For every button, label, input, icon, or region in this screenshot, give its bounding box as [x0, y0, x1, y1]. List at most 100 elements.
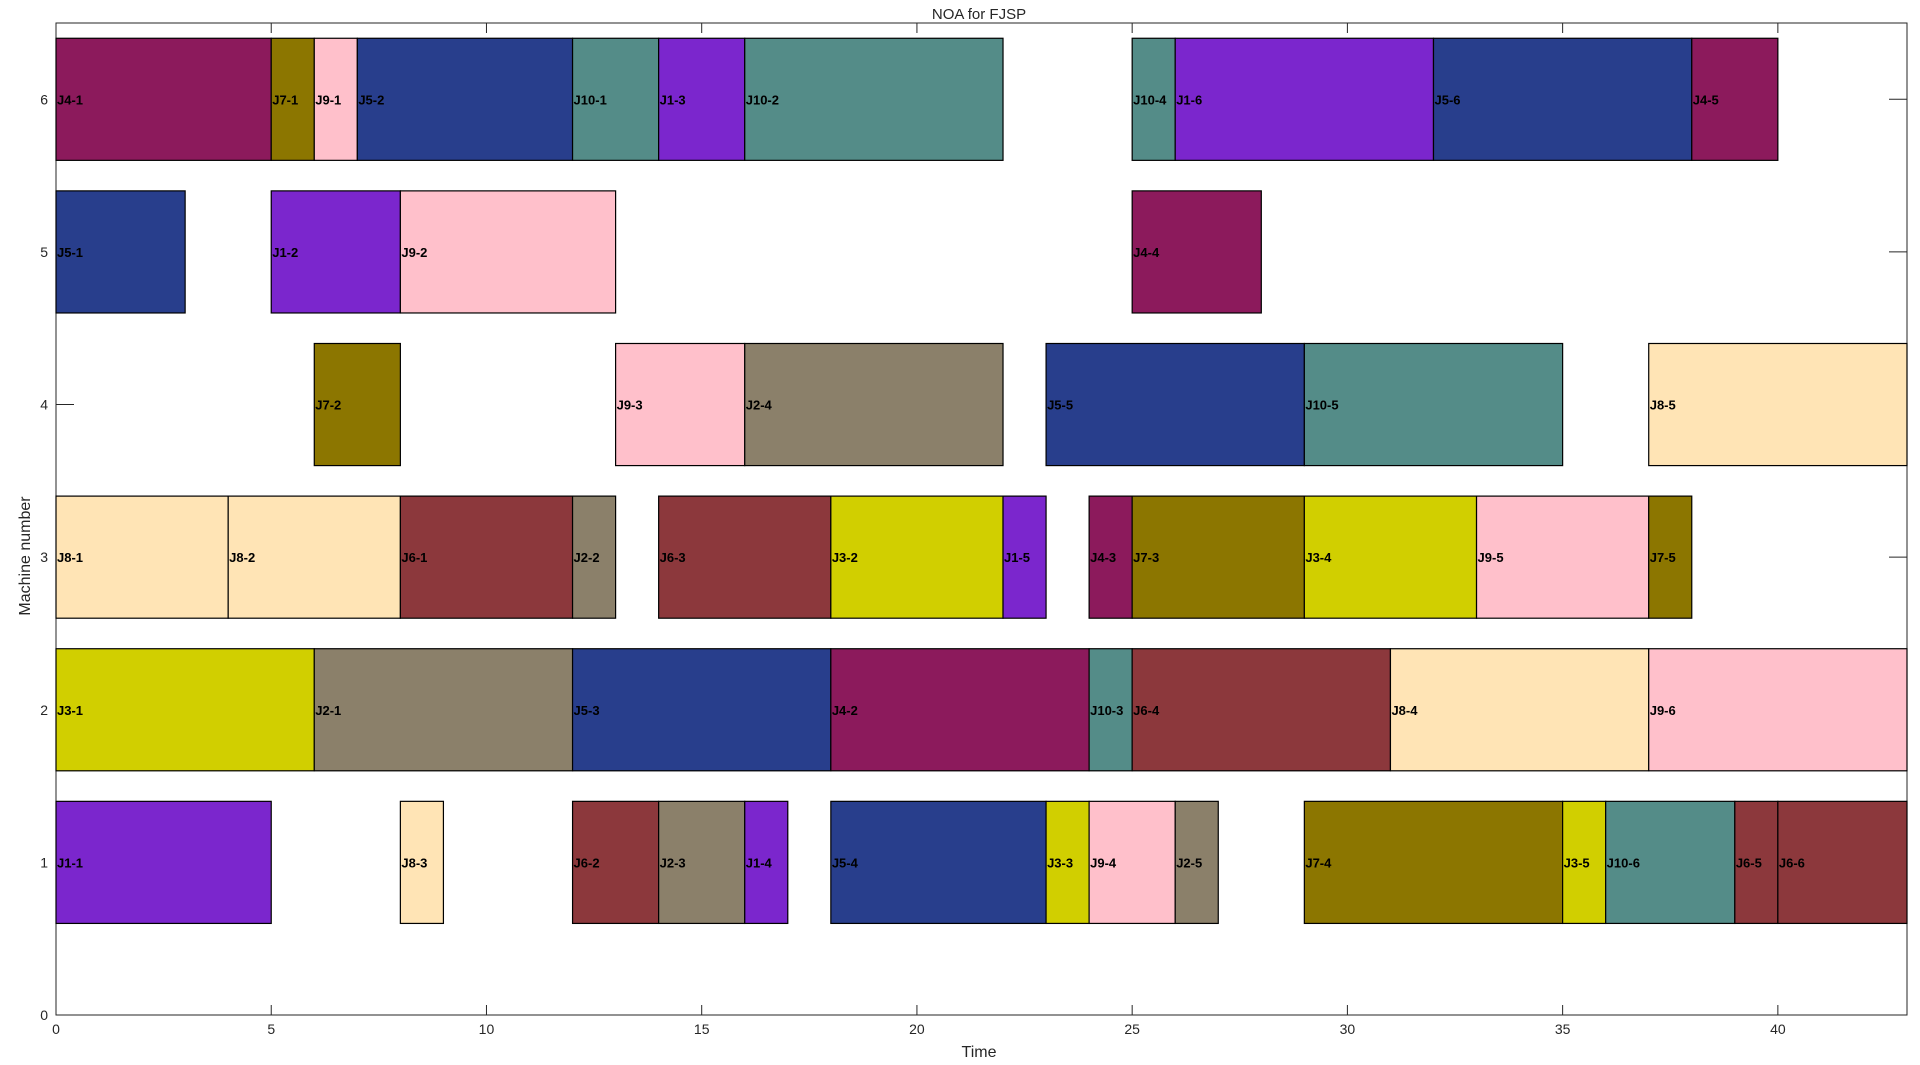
operation-bar-j2-2	[571, 495, 617, 619]
operation-bar-j9-5	[1475, 495, 1650, 619]
operation-label-j3-2: J3-2	[832, 550, 858, 565]
y-axis-label: Machine number	[17, 496, 34, 616]
operation-bar-j8-3	[399, 800, 445, 925]
y-tick-label: 0	[40, 1007, 48, 1023]
operation-label-j8-3: J8-3	[401, 855, 427, 870]
operation-bar-j10-4	[1131, 37, 1176, 161]
operation-bar-j10-2	[744, 37, 1004, 161]
operation-label-j1-5: J1-5	[1004, 550, 1030, 565]
operation-bar-j1-4	[744, 800, 789, 925]
x-tick-label: 35	[1555, 1021, 1571, 1037]
operation-label-j3-3: J3-3	[1047, 855, 1073, 870]
y-tick-label: 1	[40, 854, 48, 870]
operation-label-j2-4: J2-4	[746, 398, 773, 413]
operation-bar-j9-4	[1088, 800, 1176, 925]
operation-bar-j9-3	[615, 342, 746, 467]
operation-label-j10-1: J10-1	[574, 92, 607, 107]
operation-bar-j8-5	[1648, 342, 1908, 467]
operation-label-j1-1: J1-1	[57, 855, 83, 870]
operation-label-j1-2: J1-2	[272, 245, 298, 260]
operation-label-j4-3: J4-3	[1090, 550, 1116, 565]
operation-label-j6-1: J6-1	[401, 550, 427, 565]
operation-label-j6-5: J6-5	[1736, 855, 1762, 870]
x-tick-label: 0	[52, 1021, 60, 1037]
operation-label-j10-2: J10-2	[746, 92, 779, 107]
operation-bar-j1-5	[1002, 495, 1047, 619]
operation-label-j5-2: J5-2	[358, 92, 384, 107]
operation-label-j9-1: J9-1	[315, 92, 341, 107]
operation-label-j7-1: J7-1	[272, 92, 298, 107]
operation-label-j1-3: J1-3	[660, 92, 686, 107]
operation-bar-j6-2	[571, 800, 660, 925]
operation-bar-j5-4	[830, 800, 1047, 925]
operation-label-j5-1: J5-1	[57, 245, 83, 260]
operation-label-j5-3: J5-3	[574, 703, 600, 718]
operation-bar-j7-1	[270, 37, 315, 161]
x-tick-label: 10	[479, 1021, 495, 1037]
operation-bar-j2-3	[658, 800, 746, 925]
operation-bar-j8-1	[55, 495, 229, 619]
x-tick-label: 5	[267, 1021, 275, 1037]
operation-bar-j7-5	[1648, 495, 1693, 619]
operation-label-j9-5: J9-5	[1478, 550, 1504, 565]
operation-bar-j4-3	[1088, 495, 1133, 619]
x-tick-label: 30	[1340, 1021, 1356, 1037]
operation-bar-j4-5	[1691, 37, 1779, 161]
operation-bar-j4-1	[55, 37, 272, 161]
operation-bar-j7-2	[313, 342, 401, 467]
operation-bar-j8-2	[227, 495, 401, 619]
operation-bar-j8-4	[1389, 648, 1650, 772]
operation-bar-j4-4	[1131, 190, 1262, 314]
operation-bar-j6-1	[399, 495, 574, 619]
operation-label-j3-1: J3-1	[57, 703, 83, 718]
operation-bar-j5-1	[55, 190, 186, 314]
operation-bar-j3-5	[1562, 800, 1607, 925]
operation-label-j10-5: J10-5	[1305, 398, 1338, 413]
operation-label-j2-2: J2-2	[574, 550, 600, 565]
operation-bar-j5-5	[1045, 342, 1305, 467]
x-tick-label: 20	[909, 1021, 925, 1037]
operation-label-j8-4: J8-4	[1391, 703, 1418, 718]
operation-bar-j1-3	[658, 37, 746, 161]
x-tick-label: 25	[1124, 1021, 1140, 1037]
operation-bar-j3-1	[55, 648, 315, 772]
operation-label-j2-3: J2-3	[660, 855, 686, 870]
operation-bar-j9-2	[399, 190, 617, 314]
y-tick-label: 3	[40, 549, 48, 565]
operation-label-j7-2: J7-2	[315, 398, 341, 413]
operation-bar-j7-4	[1303, 800, 1564, 925]
operation-label-j10-3: J10-3	[1090, 703, 1123, 718]
operation-label-j5-6: J5-6	[1434, 92, 1460, 107]
operation-bar-j2-4	[744, 342, 1004, 467]
operation-label-j2-1: J2-1	[315, 703, 341, 718]
plot-area: 0 5 10 15 20 25 30 35 40 0 1 2 3 4 5 6 J4-1 J7-1 J9-1 J5-2 J…	[40, 22, 1908, 1037]
operation-label-j4-4: J4-4	[1133, 245, 1160, 260]
operation-label-j7-3: J7-3	[1133, 550, 1159, 565]
chart-title: NOA for FJSP	[932, 6, 1026, 23]
x-tick-label: 40	[1770, 1021, 1786, 1037]
operation-label-j5-5: J5-5	[1047, 398, 1073, 413]
operation-label-j1-6: J1-6	[1176, 92, 1202, 107]
operation-label-j5-4: J5-4	[832, 855, 859, 870]
x-axis-label: Time	[962, 1044, 997, 1061]
operation-label-j8-2: J8-2	[229, 550, 255, 565]
x-tick-label: 15	[694, 1021, 710, 1037]
operation-bar-j4-2	[830, 648, 1090, 772]
operation-label-j9-3: J9-3	[617, 398, 643, 413]
operation-label-j7-4: J7-4	[1305, 855, 1332, 870]
operation-label-j6-2: J6-2	[574, 855, 600, 870]
operation-label-j8-5: J8-5	[1650, 398, 1676, 413]
operation-bar-j9-1	[313, 37, 358, 161]
operation-bar-j5-2	[356, 37, 574, 161]
operation-bar-j3-2	[830, 495, 1004, 619]
operation-bar-j2-5	[1174, 800, 1219, 925]
operation-label-j6-4: J6-4	[1133, 703, 1160, 718]
y-tick-label: 5	[40, 244, 48, 260]
operation-bar-j6-3	[658, 495, 832, 619]
y-tick-label: 6	[40, 91, 48, 107]
y-tick-label: 2	[40, 702, 48, 718]
operation-bar-j3-4	[1303, 495, 1478, 619]
operation-bar-j7-3	[1131, 495, 1305, 619]
operation-bar-j6-4	[1131, 648, 1392, 772]
